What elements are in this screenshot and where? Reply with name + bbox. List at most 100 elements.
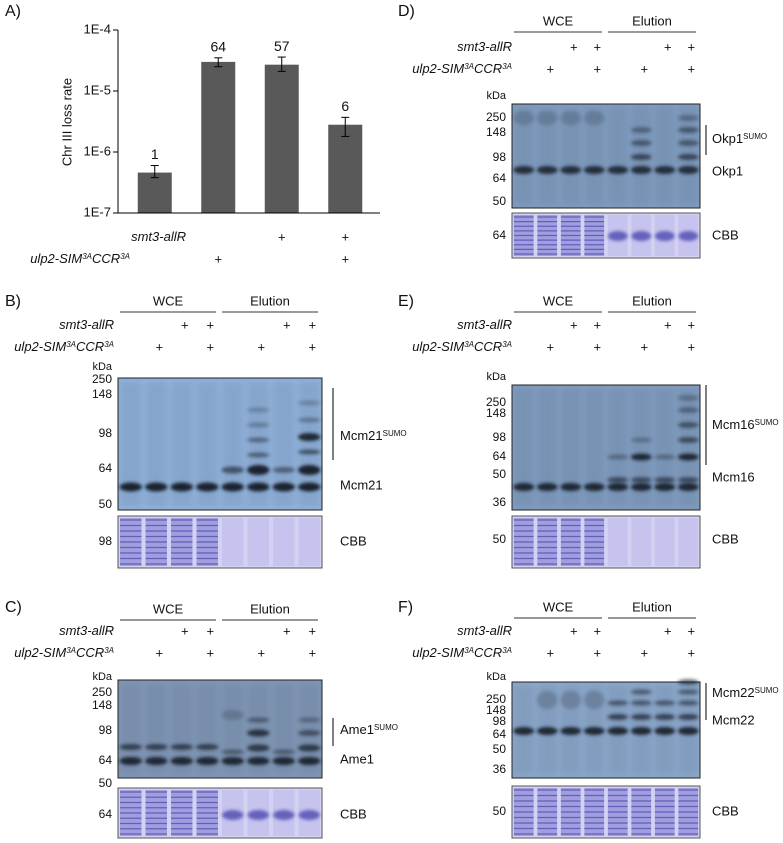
protein-band (298, 417, 321, 423)
stain-band (654, 231, 675, 241)
protein-band (654, 483, 676, 491)
protein-band (560, 111, 582, 125)
marker-label: 64 (99, 461, 113, 475)
panel-letter: F) (398, 599, 413, 616)
protein-band (607, 727, 629, 735)
marker-label: 148 (486, 406, 506, 420)
genotype-label-part: CCR (474, 339, 502, 354)
genotype-label: smt3-allR (457, 317, 512, 332)
bar-annotation: 57 (274, 38, 290, 54)
protein-band (677, 154, 699, 160)
marker-label: 148 (486, 703, 506, 717)
protein-band (630, 127, 652, 133)
genotype-mark: + (257, 339, 265, 354)
protein-band (630, 727, 652, 735)
protein-band (272, 467, 295, 473)
western-blot (511, 384, 701, 511)
genotype-label-part: ulp2-SIM (412, 61, 464, 76)
stain-lane (607, 518, 628, 566)
genotype-label-part: ulp2-SIM (412, 339, 464, 354)
genotype-mark: + (181, 317, 189, 332)
panel-letter: B) (5, 293, 21, 310)
genotype-mark: + (206, 339, 214, 354)
protein-band (119, 482, 142, 492)
protein-band (630, 140, 652, 146)
genotype-mark: + (206, 645, 214, 660)
marker-label: 50 (493, 194, 507, 208)
marker-label: 50 (99, 776, 113, 790)
group-label: Elution (250, 601, 290, 616)
genotype-mark: + (546, 645, 554, 660)
genotype-label-part: smt3-allR (59, 623, 114, 638)
stain-band (298, 810, 320, 820)
genotype-mark: + (593, 317, 601, 332)
protein-band (536, 166, 558, 174)
stain-label: CBB (340, 533, 367, 548)
protein-band (677, 140, 699, 146)
protein-band (583, 111, 605, 125)
protein-band (221, 749, 244, 755)
protein-band (583, 727, 605, 735)
lane-smear (584, 389, 604, 506)
protein-band (677, 395, 699, 401)
protein-band (247, 744, 270, 752)
lane-smear (222, 382, 243, 506)
bar-annotation: 6 (341, 98, 349, 114)
genotype-mark: + (593, 339, 601, 354)
genotype-mark: + (593, 61, 601, 76)
sumo-label-part: Ame1 (340, 722, 374, 737)
genotype-mark: + (308, 317, 316, 332)
bar (137, 172, 172, 213)
protein-band (170, 757, 193, 765)
y-axis-label: Chr III loss rate (59, 78, 74, 166)
genotype-mark: + (257, 645, 265, 660)
genotype-label-part: CCR (76, 339, 104, 354)
protein-band (630, 700, 652, 706)
protein-band (630, 689, 652, 695)
protein-band (607, 477, 629, 483)
error-bar (277, 56, 286, 72)
genotype-label: ulp2-SIM3ACCR3A (30, 251, 130, 266)
genotype-label-part: CCR (92, 251, 120, 266)
protein-band (677, 714, 699, 720)
panel-letter: D) (398, 3, 415, 20)
lane-smear (248, 382, 269, 506)
marker-label: 36 (493, 762, 507, 776)
unit-label: kDa (92, 671, 112, 683)
protein-band (677, 115, 699, 121)
stain-lane (678, 518, 699, 566)
protein-band (583, 691, 605, 709)
unit-label: kDa (486, 90, 506, 102)
genotype-label-part: smt3-allR (457, 623, 512, 638)
protein-band (607, 166, 629, 174)
stain-band (247, 810, 269, 820)
bar-annotation: 64 (210, 39, 226, 55)
protein-label: Mcm16 (712, 469, 755, 484)
protein-band (677, 679, 699, 685)
group-label: WCE (153, 601, 184, 616)
protein-band (583, 166, 605, 174)
genotype-label-part: ulp2-SIM (30, 251, 82, 266)
protein-band (677, 127, 699, 133)
stain-label: CBB (712, 803, 739, 818)
genotype-label-part: 3A (66, 646, 76, 655)
protein-band (513, 166, 535, 174)
protein-band (298, 400, 321, 406)
lane-smear (631, 389, 651, 506)
protein-band (677, 422, 699, 428)
genotype-label-part: 3A (464, 646, 474, 655)
genotype-label-part: ulp2-SIM (14, 339, 66, 354)
lane-smear (537, 108, 557, 204)
protein-label: Mcm22 (712, 712, 755, 727)
protein-band (654, 477, 676, 483)
protein-band (654, 727, 676, 735)
protein-band (677, 166, 699, 174)
marker-label: 148 (486, 125, 506, 139)
protein-band (221, 482, 244, 492)
genotype-mark: + (283, 623, 291, 638)
panel-letter: E) (398, 293, 414, 310)
stain-band (222, 810, 244, 820)
protein-band (119, 744, 142, 750)
genotype-mark: + (640, 645, 648, 660)
